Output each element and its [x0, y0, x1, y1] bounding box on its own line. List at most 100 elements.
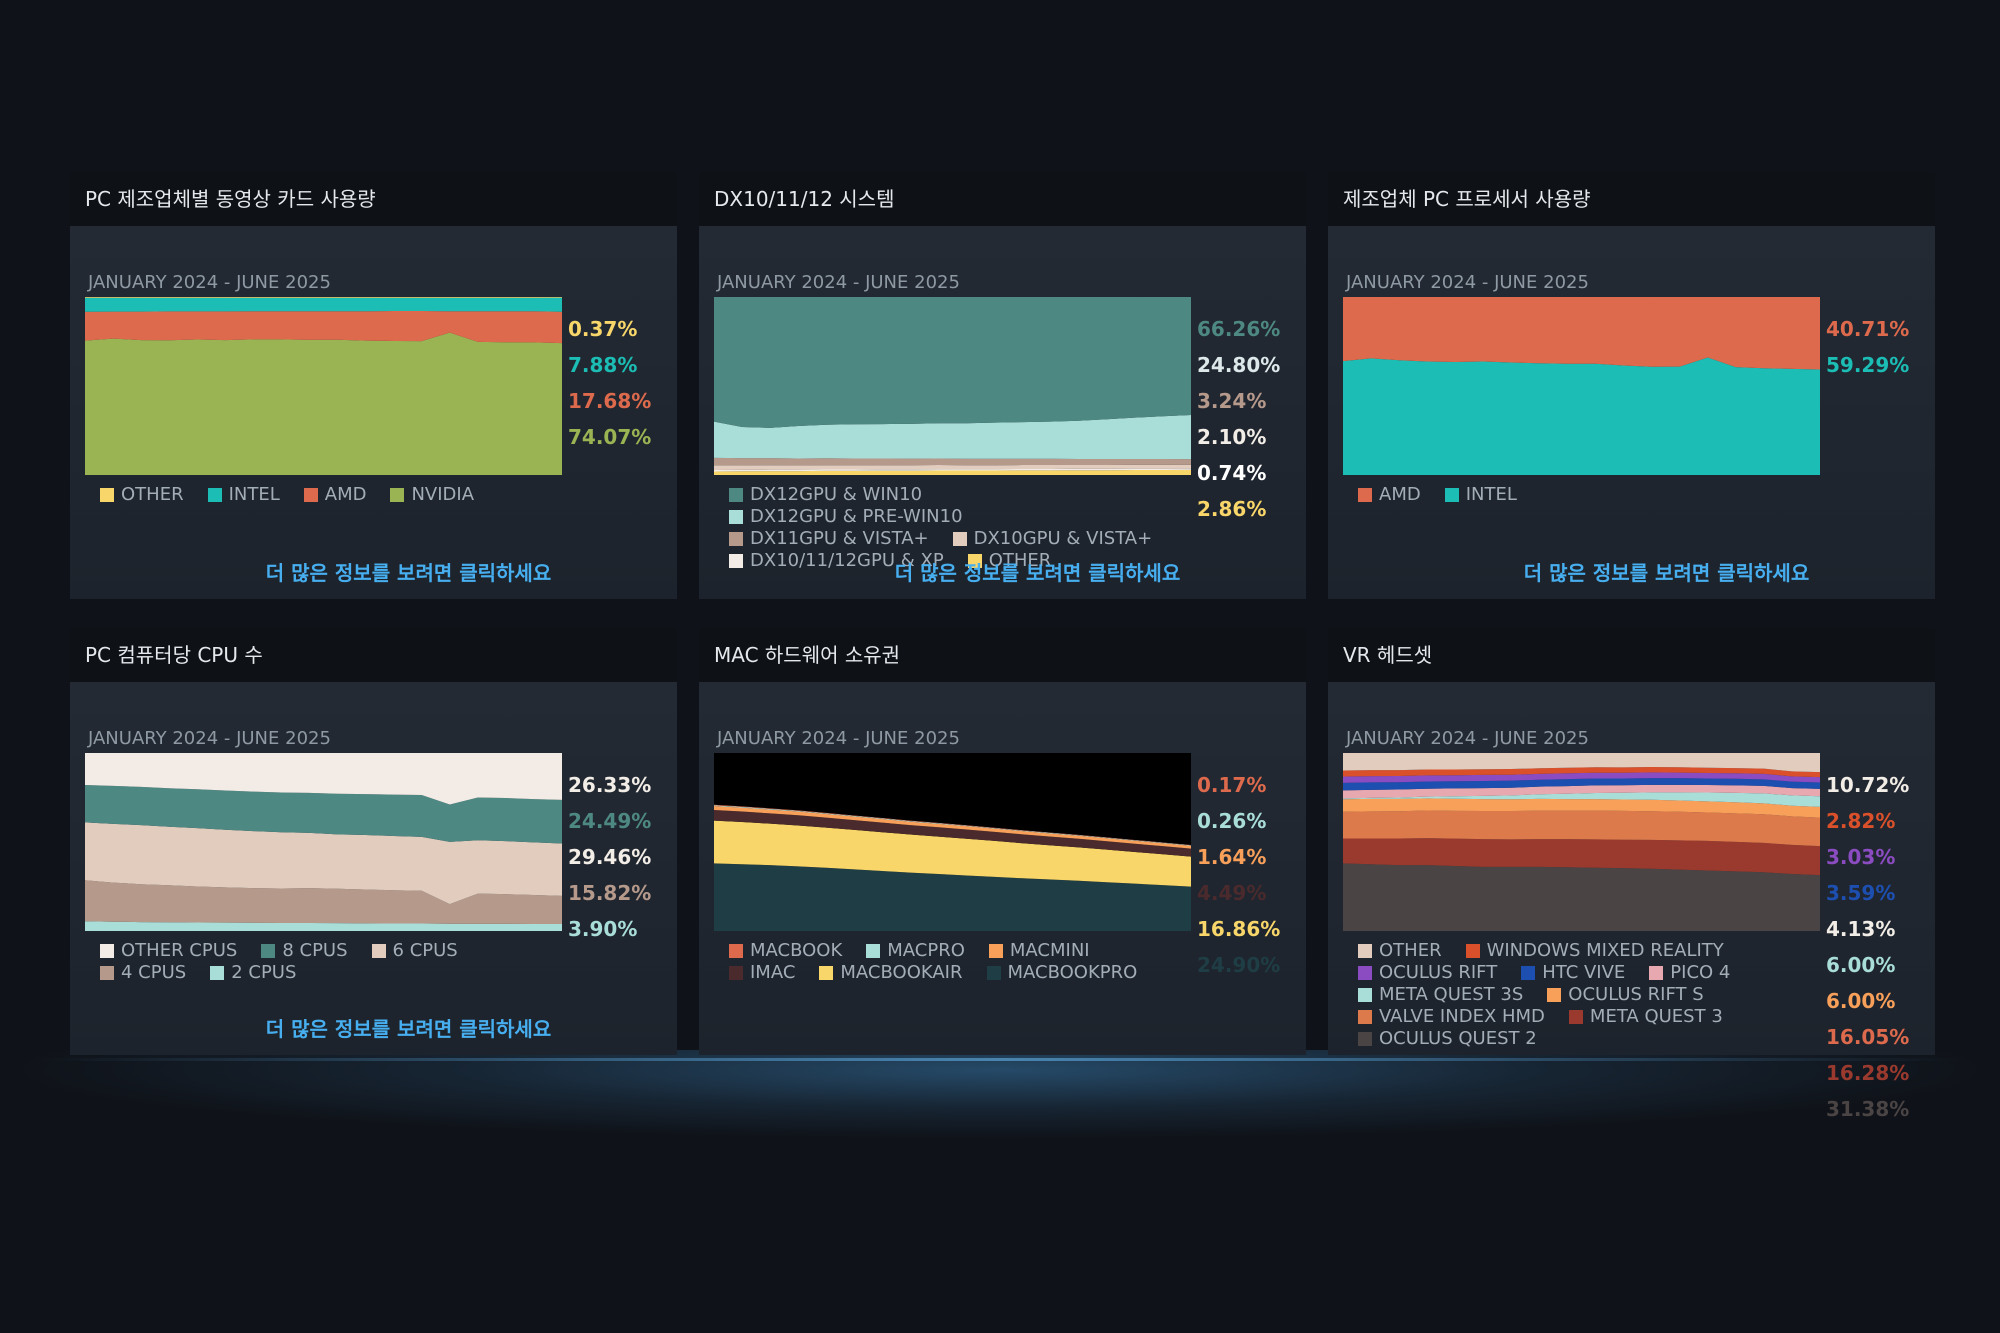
- stat-panel: PC 컴퓨터당 CPU 수 JANUARY 2024 - JUNE 2025 OTH…: [70, 628, 677, 1055]
- legend-swatch: [1358, 943, 1372, 958]
- share-percentage: 16.05%: [1826, 1025, 1910, 1049]
- stat-panel: MAC 하드웨어 소유권 JANUARY 2024 - JUNE 2025 MACB…: [699, 628, 1306, 1055]
- legend-label: META QUEST 3S: [1379, 984, 1524, 1005]
- bottom-glow: [0, 1050, 2000, 1150]
- share-percentage: 31.38%: [1826, 1097, 1910, 1121]
- share-percentage: 59.29%: [1826, 353, 1910, 377]
- stacked-area-chart: [1343, 297, 1820, 475]
- stacked-area-chart: [85, 753, 562, 931]
- legend-label: MACMINI: [1009, 940, 1090, 961]
- legend-item: INTEL: [207, 484, 280, 505]
- share-percentage: 2.86%: [1197, 497, 1267, 521]
- legend-label: 2 CPUS: [231, 962, 297, 983]
- legend-item: AMD: [1358, 484, 1421, 505]
- share-percentage: 16.86%: [1197, 917, 1281, 941]
- legend-label: DX11GPU & VISTA+: [750, 528, 929, 549]
- area-series: [85, 297, 562, 298]
- area-series: [714, 820, 1191, 887]
- legend-item: META QUEST 3: [1568, 1006, 1723, 1027]
- legend-label: AMD: [1379, 484, 1421, 505]
- legend-item: WINDOWS MIXED REALITY: [1465, 940, 1724, 961]
- chart-svg: [85, 753, 562, 931]
- legend-swatch: [819, 965, 834, 980]
- panel-title: VR 헤드셋: [1328, 628, 1935, 682]
- area-series: [85, 311, 562, 344]
- area-series: [1343, 838, 1820, 876]
- legend-item: OTHER CPUS: [100, 940, 237, 961]
- legend-item: DX10GPU & VISTA+: [952, 528, 1153, 549]
- panel-title: PC 제조업체별 동영상 카드 사용량: [70, 172, 677, 226]
- chart-legend: MACBOOK MACPRO MACMINI IMAC MACBOOKAIR MACBOO…: [729, 940, 1169, 983]
- legend-swatch: [1521, 965, 1536, 980]
- legend-label: DX12GPU & WIN10: [750, 484, 923, 505]
- area-series: [85, 822, 562, 905]
- share-percentage: 17.68%: [568, 389, 652, 413]
- area-series: [1343, 863, 1820, 931]
- legend-label: INTEL: [228, 484, 280, 505]
- share-percentage: 15.82%: [568, 881, 652, 905]
- legend-swatch: [100, 487, 114, 502]
- share-percentage: 4.49%: [1197, 881, 1267, 905]
- bottom-glow-line: [40, 1058, 1960, 1061]
- legend-label: OTHER: [988, 550, 1052, 571]
- legend-label: MACBOOK: [750, 940, 843, 961]
- legend-swatch: [303, 487, 318, 502]
- legend-swatch: [967, 553, 982, 568]
- more-info-link[interactable]: 더 많은 정보를 보려면 클릭하세요: [265, 1017, 552, 1041]
- share-percentage: 0.37%: [568, 317, 638, 341]
- panel-title: 제조업체 PC 프로세서 사용량: [1328, 172, 1935, 226]
- date-range: JANUARY 2024 - JUNE 2025: [717, 272, 960, 293]
- legend-item: HTC VIVE: [1521, 962, 1625, 983]
- legend-item: 2 CPUS: [210, 962, 296, 983]
- legend-swatch: [729, 509, 743, 524]
- legend-label: DX10/11/12GPU & XP: [750, 550, 944, 571]
- stacked-area-chart: [714, 753, 1191, 931]
- date-range: JANUARY 2024 - JUNE 2025: [88, 728, 331, 749]
- area-series: [1343, 767, 1820, 778]
- legend-item: VALVE INDEX HMD: [1358, 1006, 1545, 1027]
- share-percentage: 0.17%: [1197, 773, 1267, 797]
- legend-swatch: [1358, 965, 1372, 980]
- stacked-area-chart: [714, 297, 1191, 475]
- legend-label: OTHER: [1379, 940, 1442, 961]
- area-series: [85, 332, 562, 475]
- area-series: [1343, 792, 1820, 807]
- legend-label: MACPRO: [887, 940, 965, 961]
- legend-item: 4 CPUS: [100, 962, 186, 983]
- panel-title: MAC 하드웨어 소유권: [699, 628, 1306, 682]
- legend-item: MACBOOK: [729, 940, 842, 961]
- legend-item: OCULUS RIFT: [1358, 962, 1497, 983]
- legend-item: PICO 4: [1649, 962, 1730, 983]
- chart-legend: AMD INTEL: [1358, 484, 1798, 505]
- more-info-link[interactable]: 더 많은 정보를 보려면 클릭하세요: [894, 561, 1181, 585]
- share-percentage: 24.80%: [1197, 353, 1281, 377]
- area-series: [1343, 297, 1820, 370]
- share-percentage: 0.26%: [1197, 809, 1267, 833]
- legend-item: OCULUS QUEST 2: [1358, 1028, 1537, 1049]
- share-percentage: 3.59%: [1826, 881, 1896, 905]
- share-percentage: 74.07%: [568, 425, 652, 449]
- area-series: [85, 921, 562, 931]
- stat-panel: VR 헤드셋 JANUARY 2024 - JUNE 2025 OTHER WINDO…: [1328, 628, 1935, 1121]
- chart-legend: OTHER WINDOWS MIXED REALITY OCULUS RIFT HTC…: [1358, 940, 1798, 1049]
- date-range: JANUARY 2024 - JUNE 2025: [88, 272, 331, 293]
- area-series: [714, 806, 1191, 849]
- area-series: [714, 809, 1191, 857]
- legend-label: NVIDIA: [411, 484, 475, 505]
- legend-item: DX12GPU & WIN10: [729, 484, 922, 505]
- legend-label: DX10GPU & VISTA+: [973, 528, 1153, 549]
- panel-title: PC 컴퓨터당 CPU 수: [70, 628, 677, 682]
- share-percentage: 10.72%: [1826, 773, 1910, 797]
- area-series: [1343, 778, 1820, 791]
- chart-legend: OTHER INTEL AMD NVIDIA: [100, 484, 540, 505]
- more-info-link[interactable]: 더 많은 정보를 보려면 클릭하세요: [1523, 561, 1810, 585]
- stat-panel: DX10/11/12 시스템 JANUARY 2024 - JUNE 2025 DX…: [699, 172, 1306, 599]
- legend-swatch: [866, 943, 881, 958]
- legend-item: IMAC: [729, 962, 795, 983]
- more-info-link[interactable]: 더 많은 정보를 보려면 클릭하세요: [265, 561, 552, 585]
- share-percentage: 2.10%: [1197, 425, 1267, 449]
- legend-swatch: [1547, 987, 1562, 1002]
- legend-swatch: [1358, 1009, 1372, 1024]
- legend-item: MACBOOKPRO: [986, 962, 1137, 983]
- date-range: JANUARY 2024 - JUNE 2025: [717, 728, 960, 749]
